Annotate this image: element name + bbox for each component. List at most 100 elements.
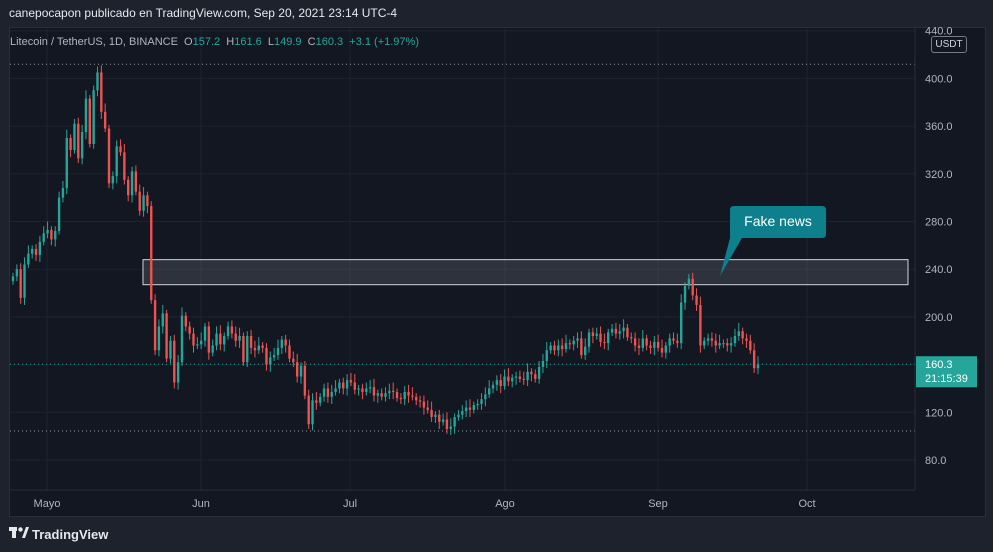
candle-body bbox=[614, 328, 618, 334]
candle-body bbox=[322, 388, 326, 397]
last-price-marker[interactable] bbox=[916, 356, 977, 388]
candle bbox=[246, 331, 249, 367]
candle bbox=[150, 201, 153, 304]
candle bbox=[511, 374, 514, 388]
candle-body bbox=[153, 300, 157, 351]
candle bbox=[142, 186, 145, 217]
candle-body bbox=[338, 382, 341, 389]
candle-body bbox=[34, 248, 38, 255]
candle bbox=[127, 176, 130, 202]
candle bbox=[207, 321, 211, 360]
candle-body bbox=[73, 123, 76, 150]
zone-box[interactable] bbox=[142, 259, 909, 286]
candle bbox=[403, 386, 406, 406]
publish-header: canepocapon publicado en TradingView.com… bbox=[0, 0, 993, 27]
currency-button[interactable]: USDT bbox=[931, 36, 967, 53]
candle-body bbox=[749, 340, 752, 351]
candle-body bbox=[622, 327, 625, 332]
candle bbox=[752, 343, 756, 373]
candle bbox=[622, 319, 625, 339]
candle bbox=[280, 335, 284, 354]
candle bbox=[234, 326, 237, 347]
candle bbox=[576, 332, 579, 348]
candle-body bbox=[534, 374, 537, 379]
candle bbox=[687, 273, 691, 290]
candle-body bbox=[726, 343, 729, 346]
candle-body bbox=[706, 338, 710, 341]
candle bbox=[115, 140, 118, 184]
candle bbox=[530, 368, 533, 382]
candle-body bbox=[238, 335, 241, 341]
candle-body bbox=[357, 388, 360, 390]
candle bbox=[23, 257, 26, 305]
candle bbox=[311, 393, 314, 431]
candle bbox=[42, 226, 45, 246]
candle bbox=[322, 383, 326, 402]
candle bbox=[242, 332, 245, 366]
price-tick-label: 240.0 bbox=[925, 264, 953, 276]
candle-body bbox=[626, 327, 629, 338]
candle-body bbox=[672, 338, 675, 341]
candle-body bbox=[384, 393, 387, 397]
callout-bubble[interactable] bbox=[720, 206, 826, 276]
candle bbox=[584, 338, 587, 360]
candle bbox=[27, 245, 30, 269]
candle bbox=[633, 332, 637, 352]
candle-body bbox=[176, 362, 180, 383]
candle-body bbox=[468, 407, 472, 410]
candle-body bbox=[714, 340, 717, 346]
candle-body bbox=[42, 233, 45, 242]
candle-body bbox=[487, 388, 491, 395]
price-tick-label: 120.0 bbox=[925, 407, 953, 419]
tradingview-brand[interactable]: TradingView bbox=[32, 527, 109, 542]
candle bbox=[637, 338, 641, 356]
candle bbox=[449, 418, 452, 435]
price-axis[interactable]: 80.0120.0160.0200.0240.0280.0320.0360.04… bbox=[914, 26, 977, 490]
candle-body bbox=[88, 98, 91, 144]
candle bbox=[415, 393, 418, 406]
candle bbox=[199, 332, 203, 350]
candle bbox=[50, 226, 53, 246]
candle-body bbox=[353, 382, 356, 390]
candle-body bbox=[269, 357, 272, 365]
candle bbox=[184, 312, 187, 332]
candle bbox=[568, 339, 572, 350]
candle-body bbox=[695, 295, 698, 305]
countdown-label: 21:15:39 bbox=[925, 373, 968, 385]
candle bbox=[84, 90, 88, 140]
candle-body bbox=[230, 326, 234, 334]
candlestick-chart[interactable]: Fake news 80.0120.0160.0200.0240.0280.03… bbox=[0, 0, 993, 517]
candle bbox=[653, 335, 656, 356]
candle-body bbox=[292, 358, 295, 363]
candle-body bbox=[572, 340, 575, 345]
candle bbox=[176, 355, 180, 390]
candle-body bbox=[119, 146, 122, 153]
candle-body bbox=[603, 341, 606, 344]
candle-body bbox=[453, 417, 456, 427]
candle bbox=[292, 351, 295, 367]
candle bbox=[676, 333, 679, 348]
candle bbox=[19, 263, 22, 304]
price-tick-label: 280.0 bbox=[925, 217, 953, 229]
candle-body bbox=[84, 98, 88, 133]
candle-body bbox=[545, 350, 548, 362]
time-axis[interactable]: Mayo Jun Jul Ago Sep Oct bbox=[10, 489, 915, 510]
candle bbox=[169, 335, 172, 364]
candle-body bbox=[518, 376, 522, 379]
chart-pane[interactable] bbox=[9, 27, 986, 517]
price-tick-label: 440.0 bbox=[925, 26, 953, 38]
candle-body bbox=[31, 248, 34, 254]
candle-body bbox=[319, 396, 322, 403]
candle bbox=[526, 363, 529, 387]
candle-body bbox=[249, 335, 253, 348]
candle-body bbox=[691, 278, 694, 296]
candle bbox=[553, 340, 556, 356]
candle-body bbox=[395, 392, 399, 398]
candle-body bbox=[111, 176, 115, 184]
price-zone-rectangle[interactable] bbox=[142, 259, 909, 286]
fake-news-callout[interactable]: Fake news bbox=[720, 206, 826, 276]
candle bbox=[691, 272, 694, 301]
candle-body bbox=[403, 392, 406, 400]
candle bbox=[272, 347, 276, 362]
candle-body bbox=[445, 419, 449, 429]
